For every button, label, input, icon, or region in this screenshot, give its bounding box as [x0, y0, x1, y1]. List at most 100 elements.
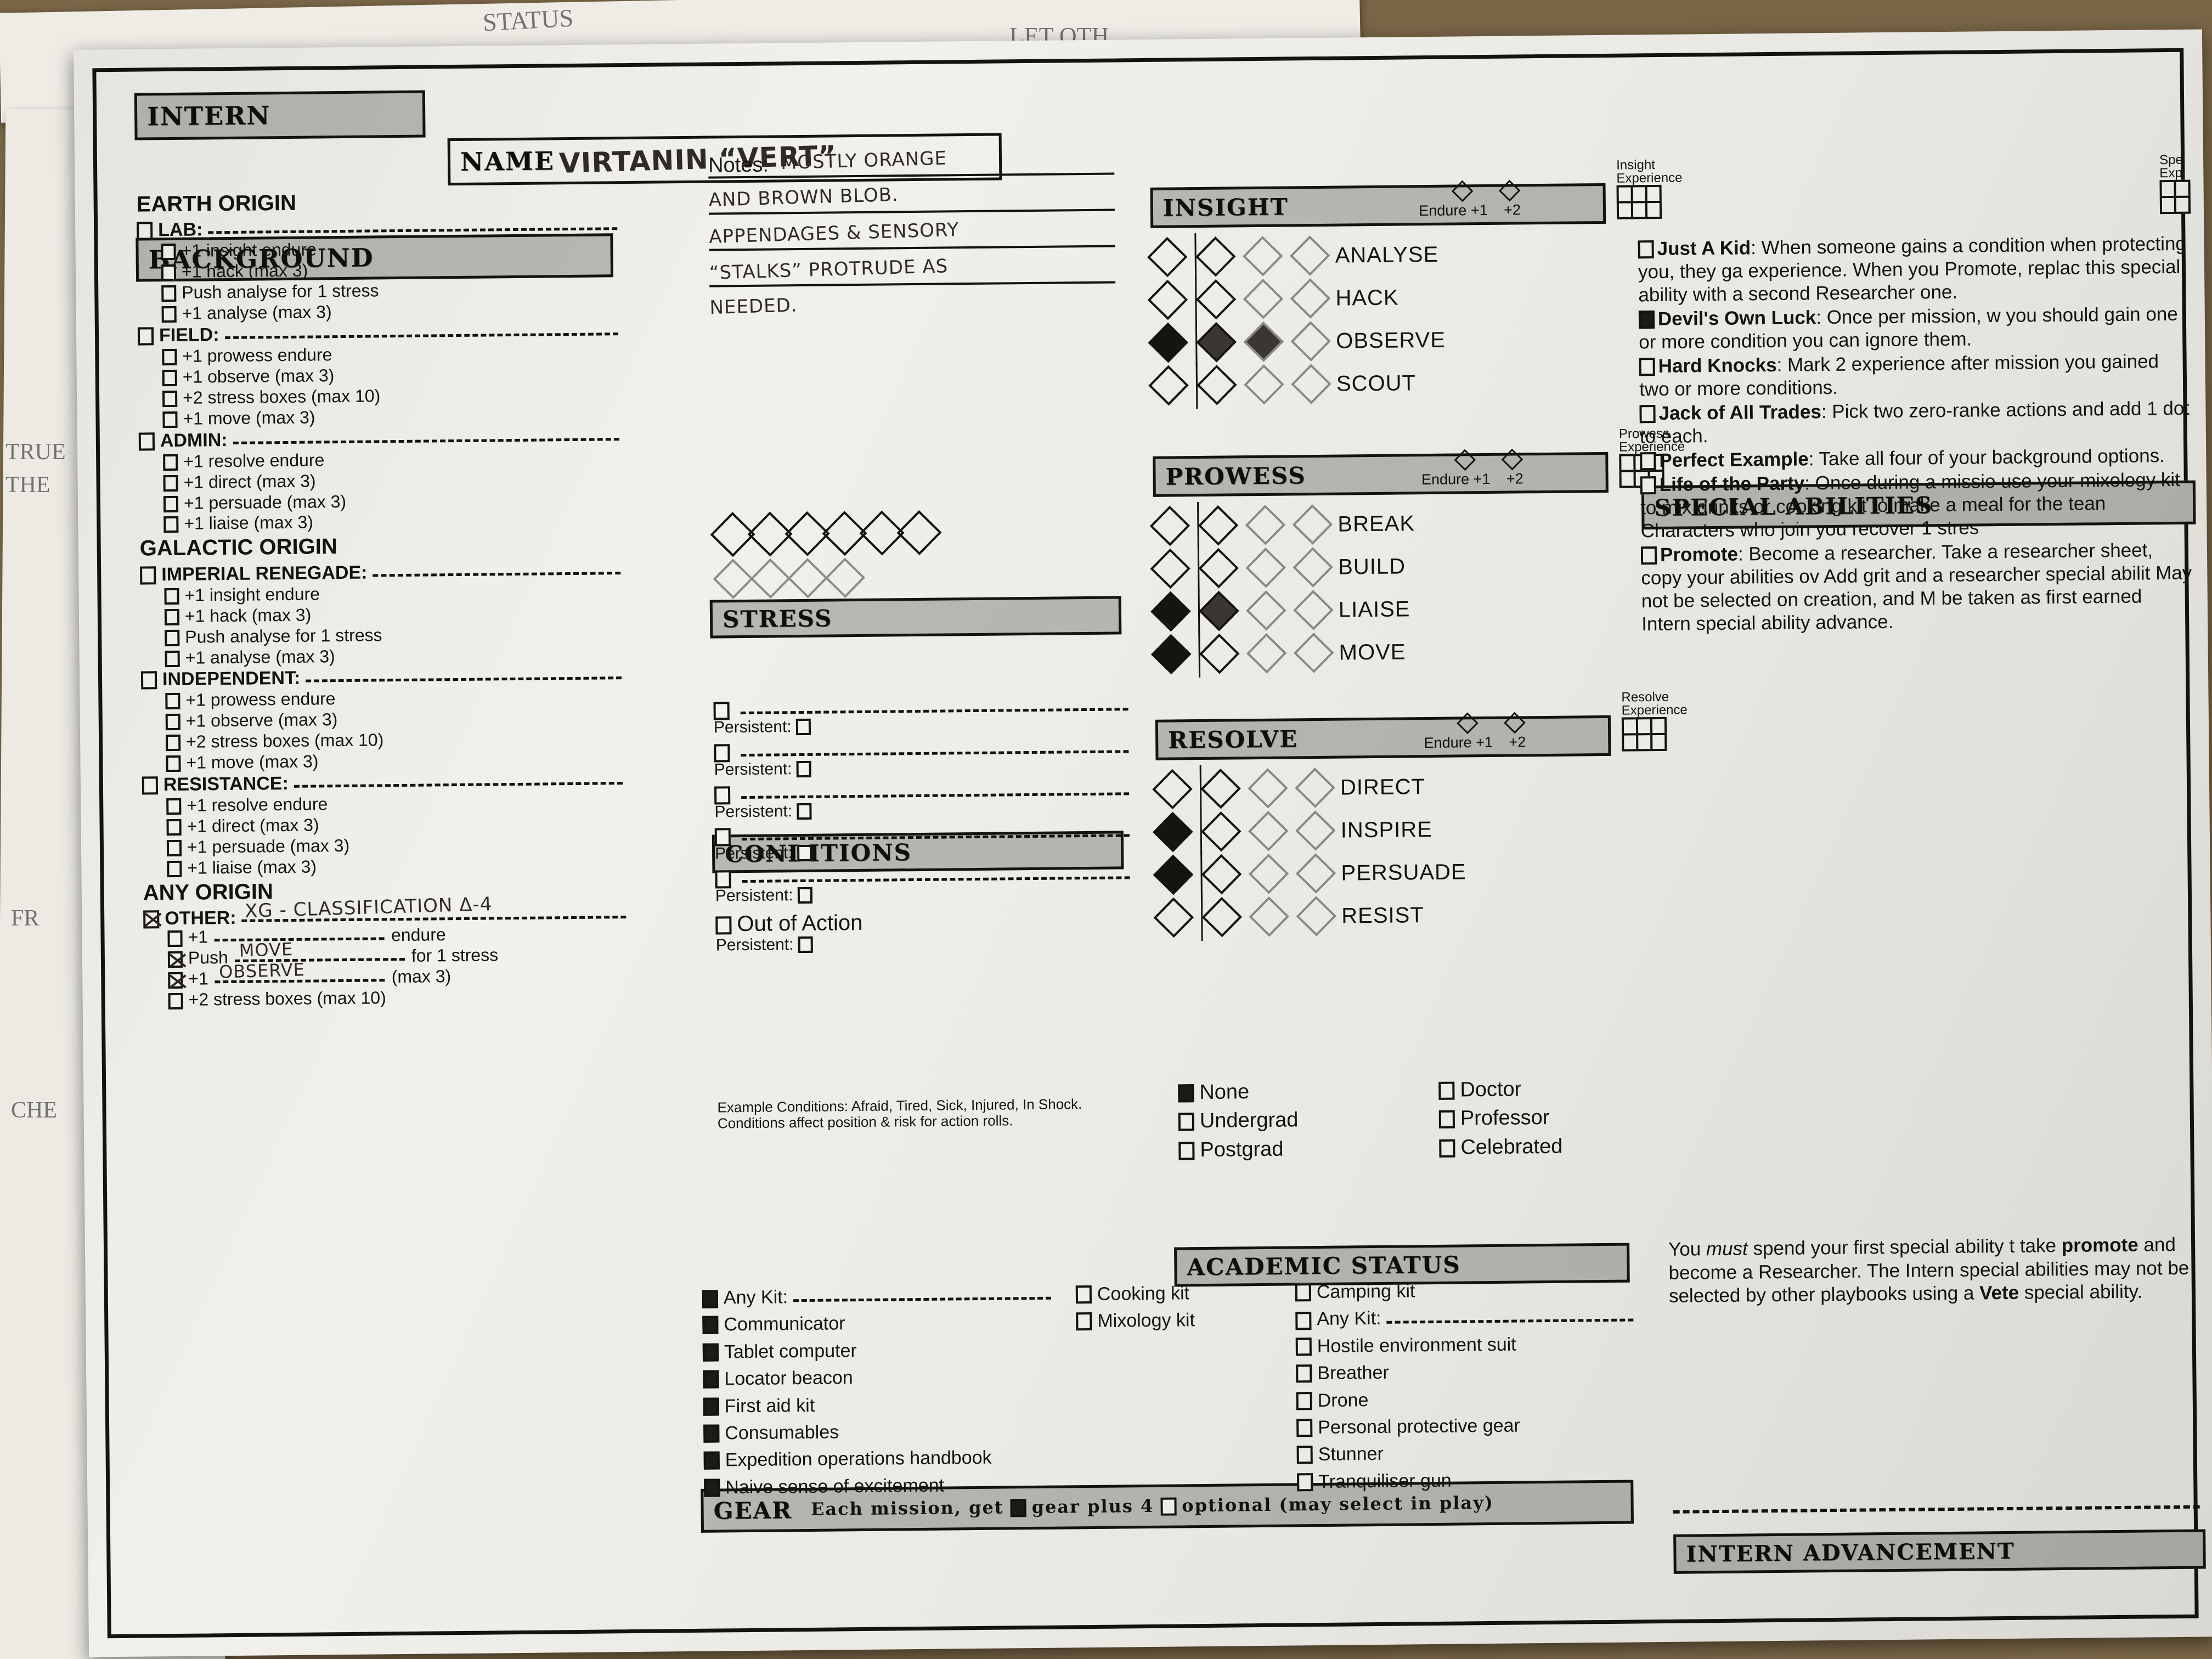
academic-status-checkbox[interactable] [1178, 1113, 1195, 1131]
fill-in-line[interactable] [741, 834, 1130, 841]
fill-in-line[interactable] [233, 437, 619, 444]
gear-item[interactable]: Breather [1296, 1361, 1636, 1384]
xp-cell[interactable] [2174, 195, 2191, 214]
stress-box[interactable] [896, 510, 942, 555]
condition-persistent-row[interactable]: Persistent: [714, 799, 1131, 821]
background-option-checkbox[interactable] [163, 495, 179, 512]
action-rating-track[interactable] [1153, 851, 1336, 899]
condition-checkbox[interactable] [714, 828, 731, 847]
gear-item[interactable]: Mixology kit [1076, 1310, 1284, 1332]
background-option-checkbox[interactable] [161, 244, 176, 261]
background-option-checkbox[interactable] [163, 516, 179, 533]
action-dot[interactable] [1152, 769, 1193, 810]
fill-in-line[interactable] [208, 227, 618, 234]
action-dot[interactable] [1289, 235, 1330, 276]
action-dot[interactable] [1201, 854, 1242, 895]
special-ability-item[interactable]: Life of the Party: Once during a missio … [1640, 469, 2195, 543]
academic-status-option[interactable]: Postgrad [1178, 1137, 1409, 1161]
action-dot[interactable] [1199, 633, 1240, 674]
action-dot[interactable] [1147, 236, 1188, 278]
background-option[interactable]: +1 persuade (max 3) [166, 834, 625, 857]
academic-status-checkbox[interactable] [1178, 1084, 1194, 1103]
fill-in-line[interactable] [373, 571, 621, 577]
condition-persistent-row[interactable]: Persistent: [714, 757, 1131, 778]
special-abilities-list[interactable]: Just A Kid: When someone gains a conditi… [1638, 233, 2200, 1171]
action-rating-track[interactable] [1153, 808, 1336, 856]
gear-item[interactable]: Naive sense of excitement [704, 1474, 1055, 1498]
academic-status-checkbox[interactable] [1438, 1110, 1455, 1129]
action-dot[interactable] [1243, 279, 1284, 319]
gear-checkbox[interactable] [703, 1451, 720, 1470]
gear-item[interactable]: Tranquiliser gun [1297, 1469, 1637, 1492]
action-dot[interactable] [1201, 896, 1243, 938]
condition-persistent-row[interactable]: Persistent: [714, 715, 1131, 737]
gear-checkbox[interactable] [1075, 1285, 1092, 1304]
special-experience-box[interactable]: Spe Exp [2159, 153, 2191, 215]
action-rating-track[interactable] [1153, 894, 1337, 941]
background-group-header[interactable]: IMPERIAL RENEGADE: [140, 560, 623, 585]
background-option[interactable]: +1 observe (max 3) [162, 364, 621, 387]
background-option[interactable]: +1 direct (max 3) [166, 813, 625, 836]
background-option[interactable]: +1 prowess endure [165, 687, 624, 710]
background-option[interactable]: +1 move (max 3) [166, 749, 624, 772]
condition-persistent-row[interactable]: Persistent: [715, 883, 1132, 905]
any-origin-option-checkbox[interactable] [168, 992, 183, 1009]
action-rating-track[interactable] [1149, 502, 1333, 550]
action-dot[interactable] [1150, 591, 1191, 632]
background-option-checkbox[interactable] [162, 348, 177, 366]
gear-item[interactable]: Tablet computer [702, 1339, 1054, 1363]
academic-status-option[interactable]: Doctor [1438, 1077, 1669, 1102]
gear-checkbox[interactable] [703, 1397, 719, 1416]
background-option-checkbox[interactable] [164, 588, 179, 605]
action-dot[interactable] [1248, 768, 1288, 809]
action-dot[interactable] [1200, 768, 1241, 809]
special-ability-checkbox[interactable] [1640, 452, 1656, 471]
action-dot[interactable] [1293, 547, 1333, 588]
action-dot[interactable] [1199, 590, 1239, 631]
action-dot[interactable] [1295, 768, 1335, 808]
background-option[interactable]: +2 stress boxes (max 10) [166, 729, 624, 752]
fill-in-line[interactable] [306, 676, 622, 683]
action-dot[interactable] [1153, 897, 1194, 938]
academic-status-left-column[interactable]: None Undergrad Postgrad [1178, 1079, 1409, 1167]
background-option-checkbox[interactable] [165, 650, 180, 667]
action-dot[interactable] [1248, 854, 1289, 894]
special-ability-item[interactable]: Perfect Example: Take all four of your b… [1640, 444, 2194, 473]
background-option[interactable]: +1 observe (max 3) [165, 708, 624, 731]
action-dot[interactable] [1245, 548, 1286, 588]
gear-checkbox[interactable] [702, 1316, 719, 1335]
background-group-checkbox[interactable] [138, 432, 155, 451]
special-ability-item[interactable]: Hard Knocks: Mark 2 experience after mis… [1639, 350, 2194, 402]
background-option[interactable]: +2 stress boxes (max 10) [162, 385, 621, 408]
action-dot[interactable] [1295, 810, 1336, 851]
action-dot[interactable] [1242, 236, 1283, 276]
action-dot[interactable] [1249, 896, 1290, 937]
background-option[interactable]: +1 resolve endure [166, 792, 625, 815]
condition-checkbox[interactable] [713, 702, 730, 720]
academic-status-checkbox[interactable] [1438, 1081, 1455, 1100]
background-option-checkbox[interactable] [166, 735, 181, 752]
background-option[interactable]: +1 insight endure [161, 238, 619, 261]
background-option-checkbox[interactable] [166, 798, 182, 815]
condition-checkbox[interactable] [715, 870, 731, 889]
background-group-checkbox[interactable] [140, 566, 156, 585]
out-of-action-checkbox[interactable] [715, 916, 732, 935]
action-dot[interactable] [1148, 365, 1189, 406]
gear-checkbox[interactable] [1296, 1446, 1313, 1464]
action-dot[interactable] [1290, 278, 1331, 319]
academic-status-option[interactable]: Professor [1438, 1105, 1669, 1130]
persistent-checkbox[interactable] [797, 845, 812, 862]
gear-item[interactable]: Any Kit: [702, 1285, 1053, 1309]
conditions-list[interactable]: Persistent: Persistent: Persistent: Persist… [713, 698, 1132, 955]
condition-checkbox[interactable] [714, 786, 731, 805]
gear-checkbox[interactable] [702, 1343, 719, 1362]
background-group-checkbox[interactable] [137, 327, 154, 346]
background-group-checkbox[interactable] [142, 776, 159, 795]
action-dot[interactable] [1290, 321, 1331, 362]
xp-cell[interactable] [1645, 200, 1662, 219]
action-rating-track[interactable] [1150, 630, 1334, 678]
attribute-experience-box[interactable]: Insight Experience [1616, 157, 1683, 219]
special-ability-checkbox[interactable] [1638, 240, 1654, 259]
academic-status-right-column[interactable]: Doctor Professor Celebrated [1438, 1077, 1669, 1165]
action-dot[interactable] [1153, 854, 1194, 895]
